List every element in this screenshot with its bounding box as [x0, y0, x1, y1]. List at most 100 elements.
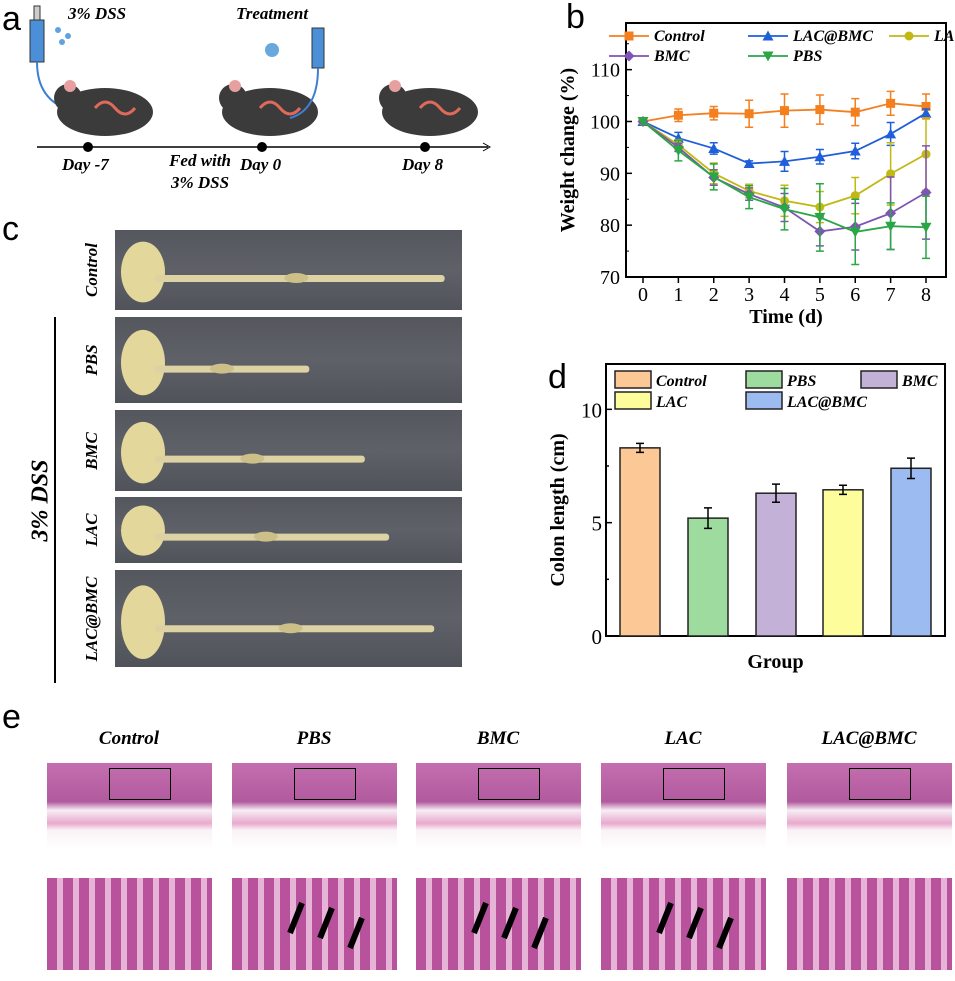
timeline-dot — [420, 142, 430, 152]
data-point — [921, 101, 931, 111]
legend-label: LAC@BMC — [792, 28, 873, 45]
data-point — [920, 187, 932, 199]
treatment-label: Treatment — [236, 4, 309, 23]
legend-label: BMC — [653, 48, 690, 65]
x-tick-label: 2 — [709, 284, 719, 306]
data-point — [885, 221, 897, 232]
legend-marker — [904, 31, 914, 41]
legend-item: Control — [614, 370, 707, 390]
row-label: LAC — [82, 513, 101, 547]
legend-marker — [762, 51, 774, 62]
data-point — [886, 169, 896, 179]
bar — [619, 447, 661, 637]
data-point — [849, 227, 861, 238]
legend-swatch — [614, 391, 652, 410]
legend-item: BMC — [860, 370, 938, 390]
fed-label: Fed with 3% DSS — [150, 150, 250, 194]
y-tick-label: 70 — [600, 267, 620, 289]
legend-swatch — [614, 370, 652, 389]
data-point — [708, 142, 720, 153]
bar-Control — [619, 442, 661, 637]
legend-item: BMC — [609, 48, 690, 65]
bar — [890, 467, 932, 637]
timeline-label: Day 8 — [402, 155, 444, 174]
data-point — [885, 128, 897, 139]
data-point — [673, 110, 683, 120]
y-tick-label: 0 — [592, 625, 603, 649]
legend-marker — [762, 30, 774, 41]
arrow-icons — [656, 901, 734, 950]
legend-item: LAC@BMC — [745, 391, 867, 411]
histology-title: BMC — [476, 728, 520, 749]
panel-label-b: b — [566, 0, 585, 36]
fed-label-line: 3% DSS — [170, 173, 230, 192]
data-point — [886, 98, 896, 108]
y-tick-label: 10 — [581, 398, 602, 422]
legend-item: LAC@BMC — [748, 28, 873, 45]
histology-title: PBS — [296, 728, 332, 749]
histology-overview — [47, 763, 212, 849]
timeline-dot — [83, 142, 93, 152]
bar-BMC — [755, 483, 797, 637]
histology-overview — [232, 763, 397, 849]
arrow-icons — [471, 901, 549, 950]
error-bar — [772, 483, 780, 504]
legend-label: LAC@BMC — [786, 394, 867, 411]
histology-title: Control — [98, 728, 160, 749]
colon-photo — [115, 317, 462, 403]
error-bar — [704, 507, 712, 530]
fed-label-line: Fed with — [169, 151, 231, 170]
plot-frame — [625, 22, 947, 278]
series-Control — [638, 90, 931, 128]
x-tick-label: 6 — [850, 284, 860, 306]
legend-swatch — [745, 370, 783, 389]
x-tick-label: 4 — [780, 284, 790, 306]
zoom-box — [663, 768, 725, 800]
data-point — [743, 192, 755, 203]
x-axis-label: Group — [747, 651, 803, 673]
syringe-icon — [265, 27, 325, 119]
weight-change-chart: 70 80 90 100 110 0 1 2 3 4 5 6 7 8 Time (d) Weight chan… — [557, 22, 955, 328]
legend-swatch — [745, 391, 783, 410]
legend-item: PBS — [745, 370, 816, 390]
dss-label: 3% DSS — [68, 4, 127, 23]
panel-label-d: d — [548, 358, 567, 396]
experiment-schematic — [29, 5, 492, 152]
data-point — [779, 155, 790, 166]
data-point — [920, 107, 932, 118]
data-point — [708, 172, 720, 183]
histology-zoom — [416, 878, 581, 970]
row-label: Control — [82, 243, 101, 297]
colon-photo — [115, 410, 462, 491]
data-point — [920, 222, 932, 233]
histology-overview — [787, 763, 952, 849]
y-tick-label: 110 — [591, 60, 620, 82]
mouse-icon — [54, 80, 153, 136]
mouse-icon — [379, 80, 478, 136]
legend-marker — [624, 31, 634, 41]
legend-label: LAC — [933, 28, 955, 45]
colon-photo — [115, 570, 462, 667]
x-tick-label: 1 — [673, 284, 683, 306]
timeline-label: Day -7 — [62, 155, 109, 174]
data-point — [850, 191, 860, 201]
y-axis-label: Colon length (cm) — [547, 433, 569, 586]
legend-label: LAC — [655, 394, 687, 411]
y-axis-label: Weight change (%) — [557, 68, 579, 232]
legend-swatch — [860, 370, 898, 389]
histology-zoom — [232, 878, 397, 970]
colon-shape — [121, 585, 435, 660]
histology-zoom — [787, 878, 952, 970]
x-tick-label: 0 — [638, 284, 648, 306]
legend-marker — [623, 50, 635, 62]
error-bar — [636, 442, 644, 454]
data-point — [744, 109, 754, 119]
series-PBS — [637, 116, 932, 266]
bar-PBS — [687, 507, 729, 637]
timeline-dot — [257, 142, 267, 152]
histology-zoom — [601, 878, 766, 970]
histology-overview — [416, 763, 581, 849]
data-point — [743, 157, 755, 168]
y-tick-label: 90 — [600, 163, 620, 185]
colon-shape — [121, 329, 310, 396]
